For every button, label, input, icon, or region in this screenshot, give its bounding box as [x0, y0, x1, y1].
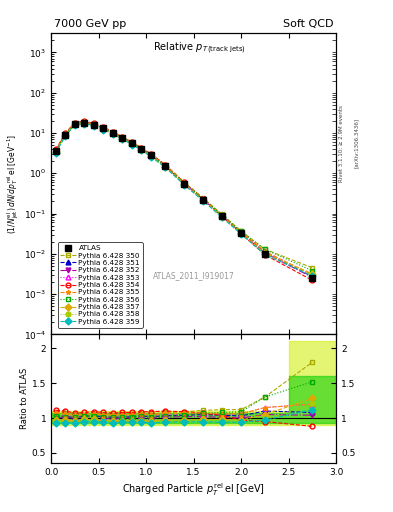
- Text: Rivet 3.1.10; ≥ 2.9M events: Rivet 3.1.10; ≥ 2.9M events: [339, 105, 344, 182]
- Y-axis label: $(1/N_\mathrm{jet}^\mathrm{el})\,dN/dp^{\,\mathrm{rel}}_T\,\mathrm{el}\;[\mathrm: $(1/N_\mathrm{jet}^\mathrm{el})\,dN/dp^{…: [6, 134, 21, 234]
- Y-axis label: Ratio to ATLAS: Ratio to ATLAS: [20, 368, 29, 430]
- Text: 7000 GeV pp: 7000 GeV pp: [54, 19, 126, 29]
- Text: Relative $p_{T\,\mathrm{(track\ jets)}}$: Relative $p_{T\,\mathrm{(track\ jets)}}$: [153, 41, 246, 56]
- Text: Soft QCD: Soft QCD: [283, 19, 333, 29]
- Text: ATLAS_2011_I919017: ATLAS_2011_I919017: [152, 271, 235, 280]
- X-axis label: Charged Particle $p^{\,\mathrm{rel}}_T\,\mathrm{el}\;[\mathrm{GeV}]$: Charged Particle $p^{\,\mathrm{rel}}_T\,…: [122, 481, 265, 498]
- Legend: ATLAS, Pythia 6.428 350, Pythia 6.428 351, Pythia 6.428 352, Pythia 6.428 353, P: ATLAS, Pythia 6.428 350, Pythia 6.428 35…: [57, 242, 143, 328]
- Text: [arXiv:1306.3436]: [arXiv:1306.3436]: [354, 118, 359, 168]
